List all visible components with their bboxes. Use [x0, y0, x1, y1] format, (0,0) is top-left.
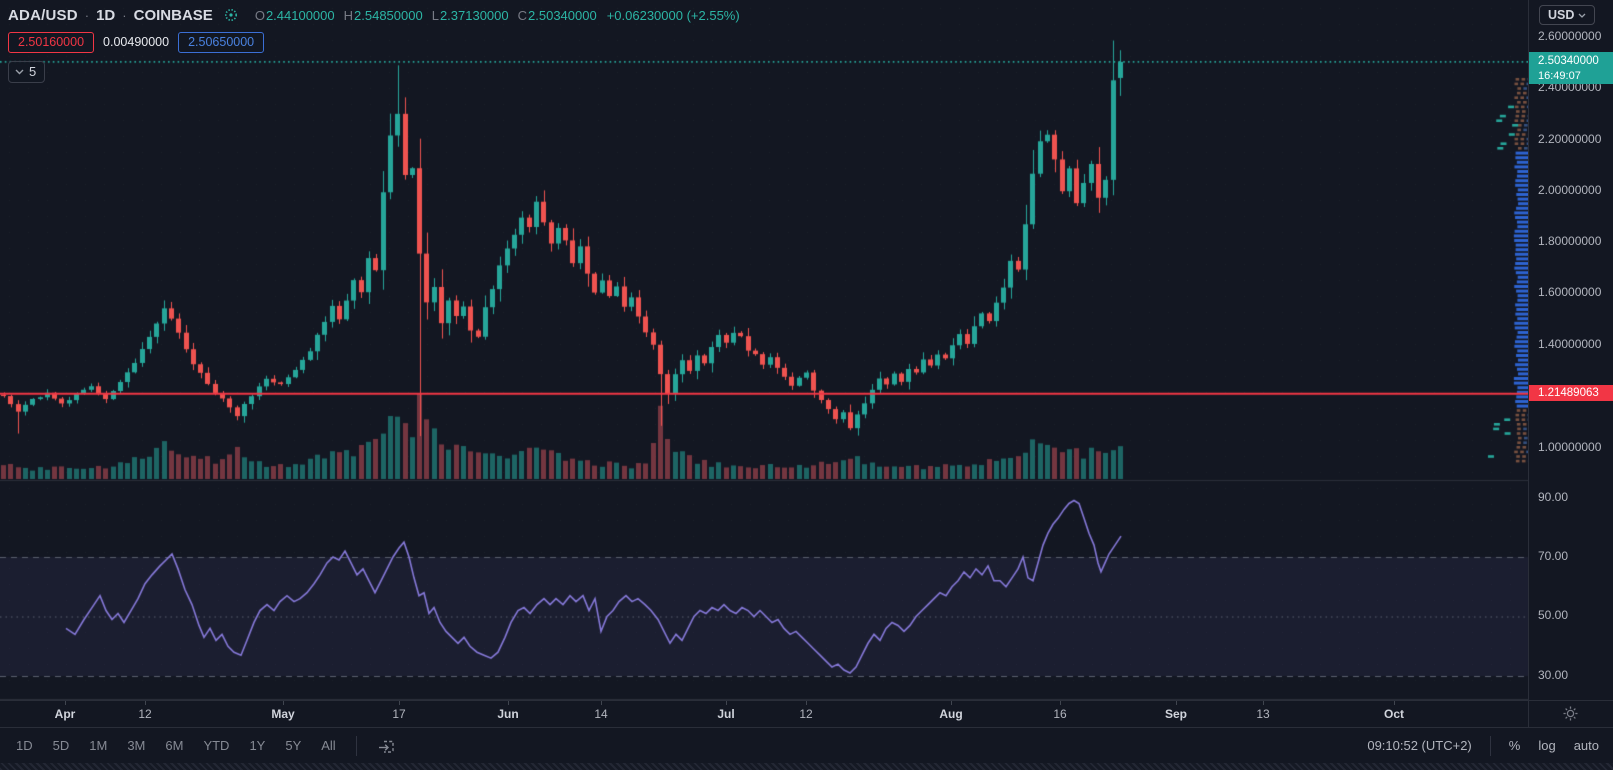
time-axis-tick — [1394, 701, 1395, 705]
chart-canvas[interactable] — [0, 0, 1528, 700]
price-axis-label: 90.00 — [1538, 490, 1569, 504]
range-button-6m[interactable]: 6M — [165, 738, 184, 753]
time-axis-label: 13 — [1256, 707, 1270, 721]
auto-scale-button[interactable]: auto — [1573, 738, 1599, 753]
price-axis-label: 1.00000000 — [1538, 440, 1602, 454]
time-axis-tick — [806, 701, 807, 705]
range-button-1m[interactable]: 1M — [89, 738, 108, 753]
separator-dot: · — [122, 7, 127, 23]
time-axis-tick — [1263, 701, 1264, 705]
toolbar-separator — [355, 735, 357, 756]
range-button-5d[interactable]: 5D — [52, 738, 70, 753]
toolbar-separator — [1489, 735, 1491, 756]
price-axis-label: 2.60000000 — [1538, 29, 1602, 43]
current-price-badge: 2.50340000 16:49:07 — [1529, 52, 1613, 84]
time-axis-tick — [601, 701, 602, 705]
time-axis-tick — [1060, 701, 1061, 705]
indicator-count: 5 — [29, 64, 37, 79]
time-axis-tick — [508, 701, 509, 705]
candle-countdown: 16:49:07 — [1538, 70, 1581, 82]
range-button-ytd[interactable]: YTD — [203, 738, 230, 753]
bottom-toolbar: 1D 5D 1M 3M 6M YTD 1Y 5Y All 09:10:52 (UTC+2) % … — [0, 727, 1613, 763]
spread-value: 0.00490000 — [103, 35, 170, 49]
close-value: 2.50340000 — [528, 7, 597, 23]
time-axis[interactable]: Apr 12 May 17 Jun 14 Jul 12 Aug 16 Sep 13 Oct — [0, 700, 1528, 728]
go-to-date-button[interactable] — [377, 737, 397, 755]
time-axis-tick — [1176, 701, 1177, 705]
indicator-collapse-chip[interactable]: 5 — [8, 61, 46, 83]
price-axis-label: 1.40000000 — [1538, 337, 1602, 351]
price-axis-label: 70.00 — [1538, 549, 1569, 563]
time-axis-label: Apr — [54, 707, 76, 721]
price-axis-label: 50.00 — [1538, 608, 1569, 622]
time-axis-tick — [726, 701, 727, 705]
time-axis-label: 17 — [392, 707, 406, 721]
price-axis-label: 1.80000000 — [1538, 234, 1602, 248]
chevron-down-icon — [1578, 13, 1586, 18]
range-button-1d[interactable]: 1D — [16, 738, 33, 753]
ohlc-readout: O2.44100000 H2.54850000 L2.37130000 C2.5… — [254, 7, 740, 23]
interval-label[interactable]: 1D — [96, 6, 116, 24]
ask-price-chip[interactable]: 2.50650000 — [178, 31, 265, 53]
chart-legend: ADA/USD · 1D · COINBASE O2.44100000 H2.5… — [8, 6, 740, 83]
price-axis[interactable]: USD 2.50340000 16:49:07 1.21489063 2.600… — [1529, 0, 1613, 727]
axis-settings-corner — [1529, 700, 1613, 728]
open-value: 2.44100000 — [265, 7, 335, 23]
price-axis-label: 1.60000000 — [1538, 285, 1602, 299]
live-data-pulse-icon — [224, 8, 238, 22]
time-axis-label: 12 — [138, 707, 152, 721]
range-button-all[interactable]: All — [321, 738, 336, 753]
alert-price-badge: 1.21489063 — [1529, 385, 1613, 401]
log-scale-button[interactable]: log — [1538, 738, 1556, 753]
time-axis-tick — [65, 701, 66, 705]
symbol-title[interactable]: ADA/USD — [8, 6, 78, 24]
time-axis-tick — [283, 701, 284, 705]
time-axis-tick — [399, 701, 400, 705]
time-axis-label: Jun — [497, 707, 519, 721]
price-axis-label: 2.20000000 — [1538, 132, 1602, 146]
price-axis-label: 30.00 — [1538, 668, 1569, 682]
price-axis-label: 2.00000000 — [1538, 183, 1602, 197]
time-axis-label: Oct — [1383, 707, 1404, 721]
range-button-3m[interactable]: 3M — [127, 738, 146, 753]
bottom-resize-strip — [0, 763, 1613, 770]
chevron-down-icon — [15, 69, 24, 75]
change-value: +0.06230000 (+2.55%) — [606, 7, 740, 23]
range-button-1y[interactable]: 1Y — [249, 738, 266, 753]
time-axis-label: Aug — [939, 707, 963, 721]
time-axis-label: May — [271, 707, 295, 721]
low-value: 2.37130000 — [439, 7, 509, 23]
time-axis-label: 16 — [1053, 707, 1067, 721]
time-axis-tick — [145, 701, 146, 705]
currency-select-button[interactable]: USD — [1539, 5, 1596, 25]
time-axis-tick — [951, 701, 952, 705]
gear-icon[interactable] — [1562, 705, 1579, 722]
separator-dot: · — [84, 7, 90, 23]
time-axis-label: 14 — [594, 707, 608, 721]
pane-axis-divider — [1528, 0, 1529, 727]
percent-scale-button[interactable]: % — [1508, 738, 1521, 753]
range-button-5y[interactable]: 5Y — [285, 738, 302, 753]
time-axis-label: Jul — [717, 707, 735, 721]
exchange-label[interactable]: COINBASE — [133, 6, 213, 24]
time-axis-label: 12 — [799, 707, 813, 721]
high-value: 2.54850000 — [354, 7, 423, 23]
time-axis-label: Sep — [1164, 707, 1187, 721]
bid-price-chip[interactable]: 2.50160000 — [8, 31, 95, 53]
clock-label[interactable]: 09:10:52 (UTC+2) — [1367, 738, 1472, 753]
